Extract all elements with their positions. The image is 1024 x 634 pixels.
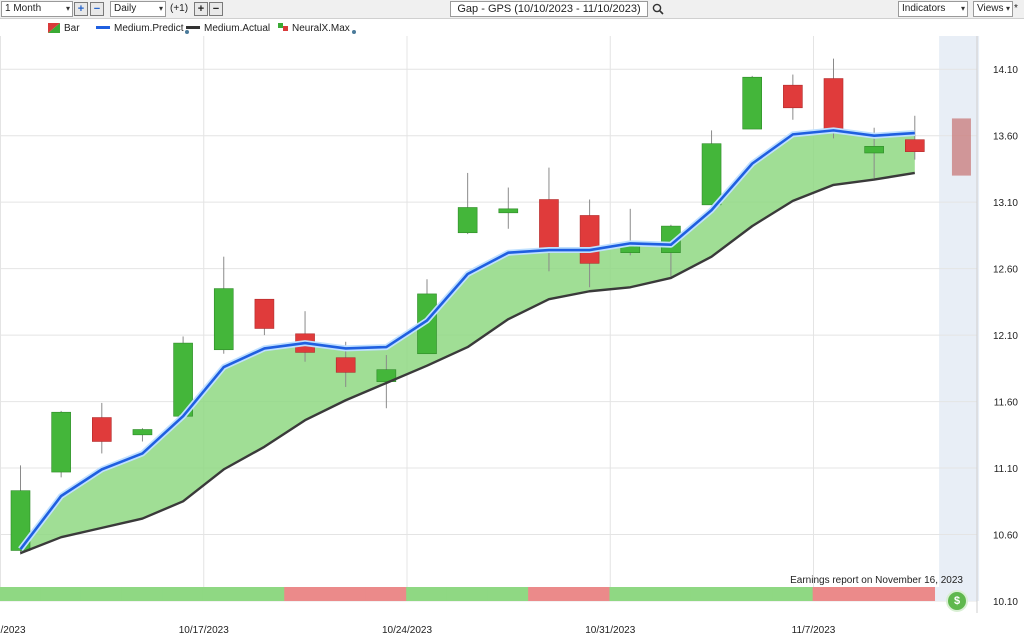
neuralx-segment — [121, 587, 163, 601]
legend-label: NeuralX.Max — [292, 23, 350, 34]
interval-value: Daily — [114, 3, 137, 14]
candle[interactable] — [498, 208, 519, 214]
zoom-in-button[interactable]: + — [74, 2, 88, 16]
neuralx-segment — [80, 587, 123, 601]
period-value: 1 Month — [5, 3, 42, 14]
candle[interactable] — [335, 357, 356, 373]
neuralx-segment — [772, 587, 814, 601]
chevron-down-icon: ▾ — [1005, 4, 1010, 13]
dollar-icon[interactable]: $ — [946, 590, 968, 612]
y-tick-label: 13.60 — [993, 132, 1018, 143]
neuralx-segment — [202, 587, 245, 601]
candle[interactable] — [864, 146, 884, 154]
offset-label: (+1) — [170, 3, 189, 14]
legend-item-bar[interactable]: Bar — [48, 23, 80, 34]
candle[interactable] — [132, 429, 153, 436]
y-tick-label: 10.10 — [993, 597, 1018, 608]
medium-predict-line — [19, 129, 915, 550]
period-select[interactable]: 1 Month ▾ — [1, 1, 73, 17]
settings-dot-icon[interactable] — [351, 30, 356, 34]
y-tick-label: 13.10 — [993, 198, 1018, 209]
y-tick-label: 12.60 — [993, 265, 1018, 276]
neuralx-segment — [893, 587, 936, 601]
neuralx-segment — [324, 587, 367, 601]
legend: Bar Medium.Predict Medium.Actual NeuralX… — [0, 20, 1024, 36]
candle[interactable] — [742, 76, 763, 130]
toolbar: 1 Month ▾ + − Daily ▾ (+1) + − Gap - GPS… — [0, 0, 1024, 19]
candle[interactable] — [783, 84, 803, 109]
search-icon[interactable] — [652, 3, 664, 15]
chevron-down-icon: ▾ — [65, 4, 70, 13]
y-tick-label: 11.10 — [994, 464, 1019, 475]
offset-plus-button[interactable]: + — [194, 2, 208, 16]
legend-label: Medium.Actual — [204, 23, 271, 34]
neuralx-segment — [528, 587, 570, 601]
neuralx-segment — [365, 587, 407, 601]
legend-item-medium-predict[interactable]: Medium.Predict — [96, 23, 190, 34]
chevron-down-icon: ▾ — [960, 4, 965, 13]
neuralx-segment — [731, 587, 773, 601]
prediction-band — [20, 130, 915, 554]
neuralx-segment — [406, 587, 448, 601]
x-tick-label: 10/10/2023 — [0, 625, 26, 634]
neuralx-segment — [609, 587, 651, 601]
price-chart[interactable]: 14.10 13.60 13.10 12.60 12.10 11.60 11.10 10.60… — [0, 36, 1024, 634]
settings-dot-icon[interactable] — [185, 30, 190, 34]
x-tick-label: 10/24/2023 — [382, 625, 432, 634]
candle[interactable] — [376, 369, 397, 382]
y-tick-label: 11.60 — [994, 398, 1019, 409]
neural-legend-icon — [278, 23, 288, 32]
indicators-label: Indicators — [902, 3, 946, 14]
legend-item-neuralx-max[interactable]: NeuralX.Max — [278, 23, 356, 34]
neuralx-segment — [40, 587, 82, 601]
candle[interactable] — [51, 411, 71, 473]
candle[interactable] — [213, 288, 234, 351]
y-tick-label: 10.60 — [993, 531, 1018, 542]
x-tick-label: 10/17/2023 — [179, 625, 229, 634]
neuralx-segment — [284, 587, 326, 601]
neuralx-segment — [690, 587, 732, 601]
legend-item-medium-actual[interactable]: Medium.Actual — [186, 23, 270, 34]
earnings-annotation: Earnings report on November 16, 2023 — [790, 575, 963, 586]
candle[interactable] — [823, 78, 844, 134]
x-tick-label: 10/31/2023 — [585, 625, 635, 634]
medium-actual-line — [20, 171, 915, 555]
candle[interactable] — [10, 490, 31, 551]
views-label: Views — [977, 3, 1004, 14]
forecast-candle — [951, 118, 971, 176]
views-dropdown[interactable]: Views ▾ — [973, 1, 1013, 17]
neuralx-segment — [487, 587, 529, 601]
neuralx-segment — [243, 587, 285, 601]
legend-label: Bar — [64, 23, 80, 34]
bar-legend-icon — [48, 23, 60, 34]
candle[interactable] — [539, 199, 559, 250]
indicators-dropdown[interactable]: Indicators ▾ — [898, 1, 968, 17]
interval-select[interactable]: Daily ▾ — [110, 1, 166, 17]
legend-label: Medium.Predict — [114, 23, 184, 34]
candle[interactable] — [904, 139, 925, 152]
views-marker: * — [1014, 3, 1018, 14]
neuralx-segment — [650, 587, 692, 601]
y-tick-label: 14.10 — [993, 65, 1018, 76]
chevron-down-icon: ▾ — [158, 4, 163, 13]
candle[interactable] — [254, 298, 275, 329]
y-tick-label: 12.10 — [993, 331, 1018, 342]
neuralx-segment — [0, 587, 41, 601]
neuralx-segment — [568, 587, 610, 601]
line-legend-icon — [96, 26, 110, 30]
line-legend-icon — [186, 26, 200, 30]
neuralx-segment — [812, 587, 854, 601]
neuralx-segment — [446, 587, 488, 601]
candle[interactable] — [92, 417, 112, 442]
candle[interactable] — [457, 207, 478, 234]
candle[interactable] — [701, 143, 722, 206]
offset-minus-button[interactable]: − — [209, 2, 223, 16]
x-tick-label: 11/7/2023 — [792, 625, 836, 634]
zoom-out-button[interactable]: − — [90, 2, 104, 16]
neuralx-segment — [162, 587, 204, 601]
symbol-title[interactable]: Gap - GPS (10/10/2023 - 11/10/2023) — [450, 1, 648, 17]
neuralx-segment — [853, 587, 895, 601]
candle[interactable] — [579, 215, 600, 264]
